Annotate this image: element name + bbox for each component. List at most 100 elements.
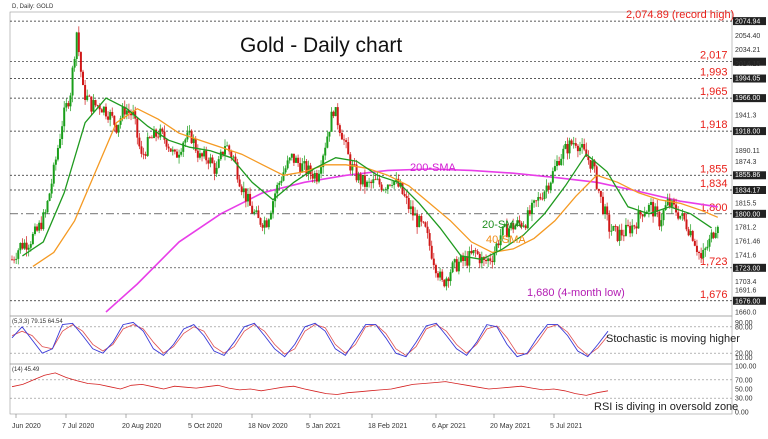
candle-body bbox=[401, 182, 404, 194]
candle-body bbox=[426, 226, 429, 234]
candle-body bbox=[501, 226, 504, 236]
candle-body bbox=[253, 211, 256, 214]
candle-body bbox=[576, 145, 579, 152]
candle-body bbox=[201, 153, 204, 157]
candle-body bbox=[102, 106, 105, 113]
candle-body bbox=[652, 202, 655, 217]
candle-body bbox=[69, 95, 72, 107]
candle-body bbox=[215, 167, 218, 174]
candle-body bbox=[305, 161, 308, 175]
rsi-layer: 100.00 70.00 50.00 30.00 0.00 bbox=[10, 364, 757, 417]
candle-body bbox=[710, 232, 713, 239]
candle-body bbox=[635, 226, 638, 229]
candle-body bbox=[558, 161, 561, 166]
candle-body bbox=[608, 214, 611, 232]
candle-body bbox=[698, 251, 701, 254]
date-label: 20 Aug 2020 bbox=[122, 423, 161, 430]
level-label-9: 1,676 bbox=[700, 289, 728, 301]
level-label-3: 1,965 bbox=[700, 86, 728, 98]
price-axis-ticks: 2074.94 2054.40 2034.21 2014.15 1994.05 1966.… bbox=[735, 19, 760, 317]
candle-body bbox=[455, 259, 458, 272]
candle-body bbox=[545, 185, 548, 192]
candle-body bbox=[430, 245, 433, 259]
candle-body bbox=[547, 185, 550, 190]
annotation-4-month-low: 1,680 (4-month low) bbox=[527, 287, 625, 299]
price-tick-label: 1691.6 bbox=[735, 287, 757, 294]
level-label-5: 1,855 bbox=[700, 163, 728, 175]
candle-body bbox=[612, 225, 615, 231]
candle-body bbox=[61, 126, 64, 140]
candle-body bbox=[407, 197, 410, 210]
candle-body bbox=[251, 205, 254, 214]
candle-body bbox=[115, 124, 118, 133]
candle-body bbox=[570, 140, 573, 145]
price-tick-label: 2074.94 bbox=[735, 19, 760, 26]
candle-body bbox=[624, 224, 627, 236]
candle-body bbox=[572, 143, 575, 145]
candle-body bbox=[150, 137, 153, 139]
level-axis-tag-9 bbox=[733, 296, 766, 305]
candle-body bbox=[378, 178, 381, 185]
candle-body bbox=[518, 220, 521, 223]
candle-body bbox=[330, 111, 333, 132]
candle-body bbox=[553, 166, 556, 172]
price-tick-label: 1800.00 bbox=[735, 211, 760, 218]
candle-body bbox=[522, 225, 525, 227]
candle-body bbox=[366, 181, 368, 187]
candle-body bbox=[54, 159, 57, 165]
level-axis-tag-1 bbox=[733, 57, 766, 66]
level-axis-tag-8 bbox=[733, 263, 766, 272]
candle-body bbox=[528, 210, 531, 215]
candle-body bbox=[311, 173, 314, 179]
candle-body bbox=[591, 160, 594, 169]
candle-body bbox=[470, 251, 473, 254]
candle-body bbox=[119, 118, 122, 125]
candle-body bbox=[451, 262, 454, 273]
level-label-6: 1,834 bbox=[700, 178, 728, 190]
candle-body bbox=[301, 163, 304, 173]
level-axis-tag-2 bbox=[733, 74, 766, 83]
candle-body bbox=[462, 255, 465, 262]
candle-body bbox=[351, 164, 354, 171]
candle-body bbox=[420, 216, 423, 222]
candle-body bbox=[474, 250, 477, 252]
stoch-k-line bbox=[11, 321, 609, 358]
candle-body bbox=[192, 138, 195, 144]
candle-body bbox=[622, 235, 625, 237]
candle-body bbox=[579, 147, 581, 152]
candle-body bbox=[505, 224, 508, 238]
candle-body bbox=[104, 106, 107, 117]
candle-body bbox=[437, 273, 439, 278]
candle-body bbox=[224, 146, 226, 155]
candle-body bbox=[109, 111, 112, 120]
candle-body bbox=[278, 182, 281, 185]
candle-body bbox=[56, 147, 59, 160]
candle-body bbox=[173, 149, 176, 152]
candle-body bbox=[238, 179, 241, 187]
candle-body bbox=[712, 232, 715, 238]
candle-body bbox=[320, 167, 323, 174]
candle-body bbox=[551, 171, 554, 183]
level-label-0: 2,074.89 (record high) bbox=[626, 9, 734, 21]
candle-body bbox=[560, 158, 563, 166]
candle-body bbox=[641, 214, 644, 217]
chart-title: Gold - Daily chart bbox=[240, 34, 402, 57]
candle-body bbox=[198, 153, 201, 158]
candle-body bbox=[691, 231, 694, 241]
candle-body bbox=[384, 189, 387, 190]
candle-body bbox=[232, 156, 235, 158]
candle-body bbox=[508, 228, 510, 238]
candle-body bbox=[541, 198, 544, 200]
candle-body bbox=[125, 110, 128, 115]
candle-body bbox=[27, 247, 30, 250]
price-tick-label: 1918.00 bbox=[735, 129, 760, 136]
level-axis-tag-5 bbox=[733, 171, 766, 180]
sma40-layer bbox=[32, 107, 719, 267]
candle-body bbox=[261, 224, 264, 228]
candle-body bbox=[658, 211, 661, 227]
candle-body bbox=[203, 150, 206, 157]
candle-body bbox=[130, 112, 133, 116]
candle-body bbox=[499, 235, 502, 246]
candle-body bbox=[59, 139, 62, 148]
candle-body bbox=[422, 221, 425, 223]
